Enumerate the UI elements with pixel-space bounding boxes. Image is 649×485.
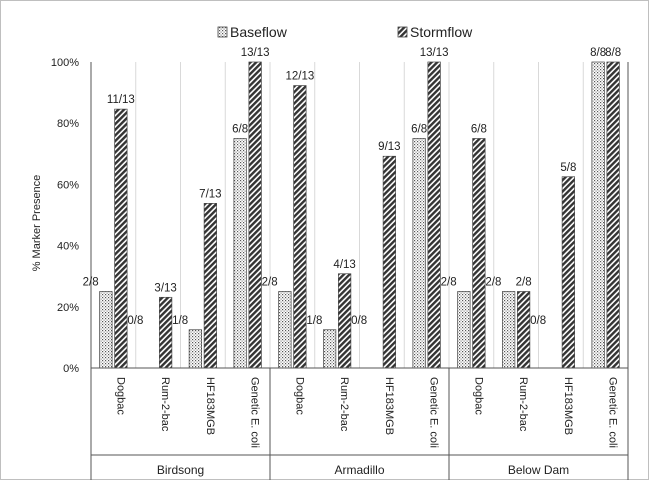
data-label: 1/8 (172, 315, 188, 327)
bar-baseflow (502, 291, 516, 369)
data-label: 11/13 (107, 94, 135, 106)
bar-stormflow (561, 176, 575, 369)
data-label: 2/8 (516, 277, 532, 289)
legend-swatch-stormflow (397, 26, 408, 38)
data-label: 6/8 (471, 124, 487, 136)
data-label: 2/8 (485, 277, 501, 289)
bar-baseflow (591, 61, 605, 369)
data-label: 6/8 (411, 124, 427, 136)
x-tick-label: Rum-2-bac (338, 377, 350, 432)
legend: Baseflow Stormflow (217, 24, 473, 40)
y-tick-label: 100% (51, 57, 79, 69)
data-label: 0/8 (530, 315, 546, 327)
data-label: 3/13 (154, 282, 176, 294)
data-label: 2/8 (441, 277, 457, 289)
group-label: Below Dam (508, 463, 569, 477)
x-tick-label: HF183MGB (204, 377, 216, 435)
x-tick-label: Dogbac (472, 377, 484, 415)
bar-baseflow (188, 329, 202, 369)
bar-baseflow (323, 329, 337, 369)
x-tick-label: Rum-2-bac (159, 377, 171, 432)
data-label: 2/8 (83, 277, 99, 289)
group-label: Birdsong (157, 463, 204, 477)
y-tick-label: 80% (57, 118, 79, 130)
data-label: 2/8 (262, 277, 278, 289)
data-label: 13/13 (241, 47, 270, 59)
bar-baseflow (233, 138, 247, 369)
bar-baseflow (412, 138, 426, 369)
data-label: 13/13 (420, 47, 449, 59)
data-label: 7/13 (199, 188, 221, 200)
y-tick-label: 40% (57, 241, 79, 253)
x-tick-label: Genetic E. coli (249, 377, 261, 448)
legend-swatch-baseflow (217, 26, 228, 38)
bar-stormflow (159, 296, 173, 369)
data-label: 1/8 (306, 315, 322, 327)
bar-baseflow (278, 291, 292, 369)
bar-stormflow (338, 273, 352, 369)
legend-label-stormflow: Stormflow (410, 24, 473, 40)
x-tick-label: Genetic E. coli (607, 377, 619, 448)
data-label: 6/8 (232, 124, 248, 136)
bar-baseflow (457, 291, 471, 369)
data-label: 12/13 (285, 71, 314, 83)
bar-baseflow (99, 291, 113, 369)
x-tick-label: Rum-2-bac (517, 377, 529, 432)
x-tick-label: HF183MGB (562, 377, 574, 435)
bar-stormflow (472, 138, 486, 369)
data-label: 0/8 (351, 315, 367, 327)
x-tick-label: Genetic E. coli (428, 377, 440, 448)
bar-stormflow (114, 108, 128, 369)
data-label: 8/8 (605, 47, 621, 59)
y-tick-label: 20% (57, 302, 79, 314)
data-label: 8/8 (590, 47, 606, 59)
bar-stormflow (203, 203, 217, 369)
bar-stormflow (248, 61, 262, 369)
group-label: Armadillo (334, 463, 384, 477)
data-label: 0/8 (127, 315, 143, 327)
y-axis: % Marker Presence 0% 20% 40% 60% 80% 100% (31, 57, 92, 480)
data-label: 4/13 (333, 259, 355, 271)
legend-label-baseflow: Baseflow (230, 24, 288, 40)
bar-stormflow (382, 155, 396, 369)
bars (99, 61, 620, 369)
data-label: 9/13 (378, 141, 400, 153)
bar-stormflow (293, 85, 307, 369)
y-tick-label: 0% (63, 363, 79, 375)
x-tick-label: Dogbac (114, 377, 126, 415)
bar-stormflow (606, 61, 620, 369)
x-axis: Dogbac Rum-2-bac HF183MGB Genetic E. coli Bi… (91, 62, 629, 480)
data-label: 5/8 (560, 162, 576, 174)
data-labels: 2/8 11/13 0/8 3/13 1/8 7/13 6/8 13/13 2/8 12/13 1/… (83, 47, 622, 327)
bar-stormflow (427, 61, 441, 369)
x-tick-label: HF183MGB (383, 377, 395, 435)
x-tick-label: Dogbac (293, 377, 305, 415)
bar-stormflow (517, 291, 531, 369)
y-axis-title: % Marker Presence (31, 175, 43, 272)
y-tick-label: 60% (57, 179, 79, 191)
